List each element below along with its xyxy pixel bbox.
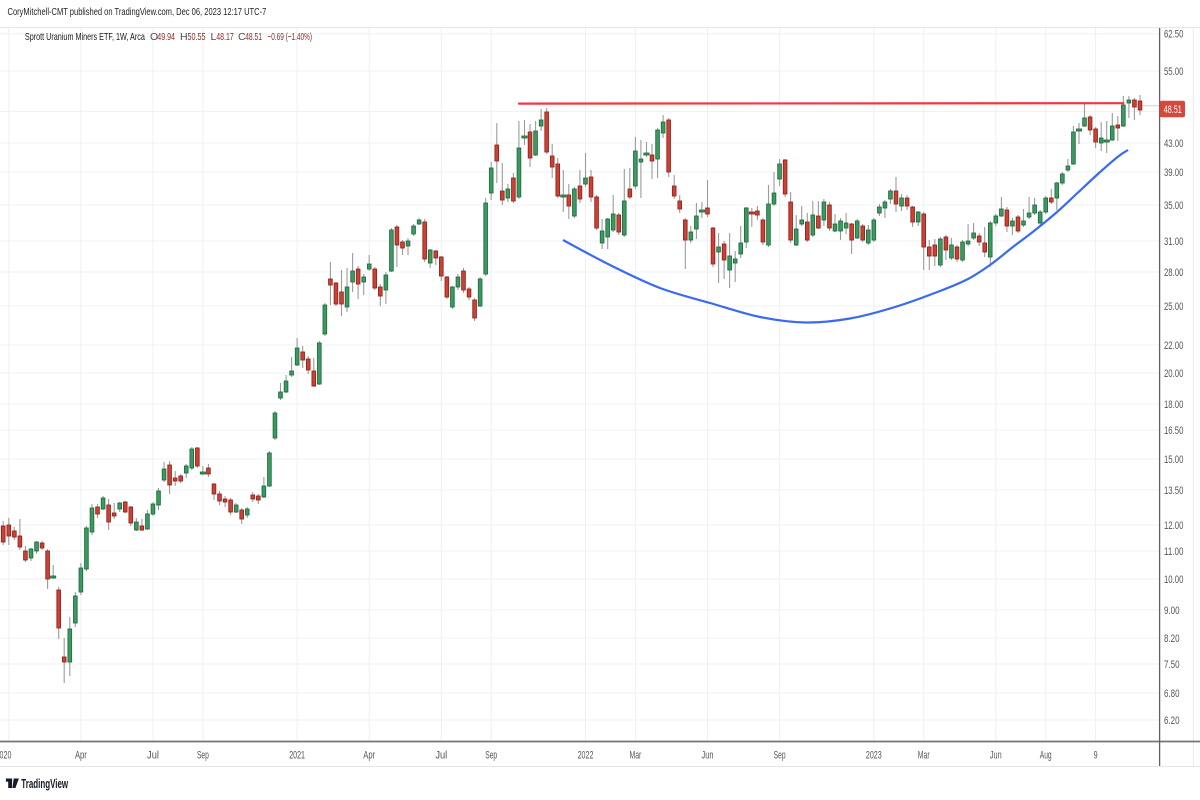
svg-text:18.00: 18.00 [1164, 399, 1183, 411]
svg-text:39.00: 39.00 [1164, 167, 1183, 179]
svg-text:28.00: 28.00 [1164, 267, 1183, 279]
svg-text:7.50: 7.50 [1164, 659, 1180, 671]
svg-text:62.50: 62.50 [1164, 29, 1183, 41]
svg-text:L: L [211, 31, 217, 43]
svg-text:2021: 2021 [289, 750, 305, 762]
svg-text:Sep: Sep [774, 750, 786, 762]
svg-text:2023: 2023 [866, 750, 882, 762]
svg-text:6.80: 6.80 [1164, 688, 1180, 700]
svg-text:48.17: 48.17 [216, 31, 234, 43]
svg-text:Jun: Jun [702, 750, 714, 762]
svg-text:15.00: 15.00 [1164, 454, 1183, 466]
svg-text:9: 9 [1094, 750, 1098, 762]
svg-text:22.00: 22.00 [1164, 340, 1183, 352]
svg-text:TradingView: TradingView [21, 777, 68, 791]
svg-text:C: C [238, 31, 246, 43]
svg-text:55.00: 55.00 [1164, 66, 1183, 78]
svg-text:9.00: 9.00 [1164, 605, 1180, 617]
svg-text:48.51: 48.51 [245, 31, 262, 43]
svg-text:8.20: 8.20 [1164, 633, 1180, 645]
svg-text:16.50: 16.50 [1164, 425, 1183, 437]
svg-text:35.00: 35.00 [1164, 200, 1183, 212]
svg-text:Aug: Aug [1040, 750, 1052, 762]
svg-text:20.00: 20.00 [1164, 368, 1183, 380]
svg-text:Sep: Sep [485, 750, 497, 762]
svg-text:Jun: Jun [990, 750, 1002, 762]
svg-text:31.00: 31.00 [1164, 236, 1183, 248]
svg-text:Jul: Jul [147, 750, 159, 762]
svg-text:50.55: 50.55 [188, 31, 206, 43]
svg-text:CoryMitchell-CMT published on: CoryMitchell-CMT published on TradingVie… [8, 6, 267, 18]
svg-text:H: H [180, 31, 188, 43]
svg-text:Apr: Apr [75, 750, 87, 762]
svg-text:12.00: 12.00 [1164, 520, 1183, 532]
svg-text:Apr: Apr [363, 750, 375, 762]
svg-text:43.00: 43.00 [1164, 138, 1183, 150]
svg-text:49.94: 49.94 [157, 31, 175, 43]
svg-text:48.51: 48.51 [1164, 104, 1182, 116]
svg-text:Mar: Mar [629, 750, 641, 762]
svg-text:13.50: 13.50 [1164, 485, 1183, 497]
svg-text:25.00: 25.00 [1164, 301, 1183, 313]
svg-text:Sep: Sep [197, 750, 209, 762]
svg-text:Mar: Mar [918, 750, 930, 762]
svg-text:−0.69 (−1.40%): −0.69 (−1.40%) [268, 31, 313, 43]
svg-text:11.00: 11.00 [1164, 546, 1183, 558]
svg-text:6.20: 6.20 [1164, 715, 1180, 727]
svg-text:2020: 2020 [0, 750, 11, 762]
svg-text:Jul: Jul [435, 750, 447, 762]
svg-text:10.00: 10.00 [1164, 574, 1183, 586]
svg-text:2022: 2022 [578, 750, 594, 762]
svg-text:Sprott Uranium Miners ETF, 1W,: Sprott Uranium Miners ETF, 1W, Arca [25, 31, 145, 43]
svg-text:O: O [150, 31, 158, 43]
